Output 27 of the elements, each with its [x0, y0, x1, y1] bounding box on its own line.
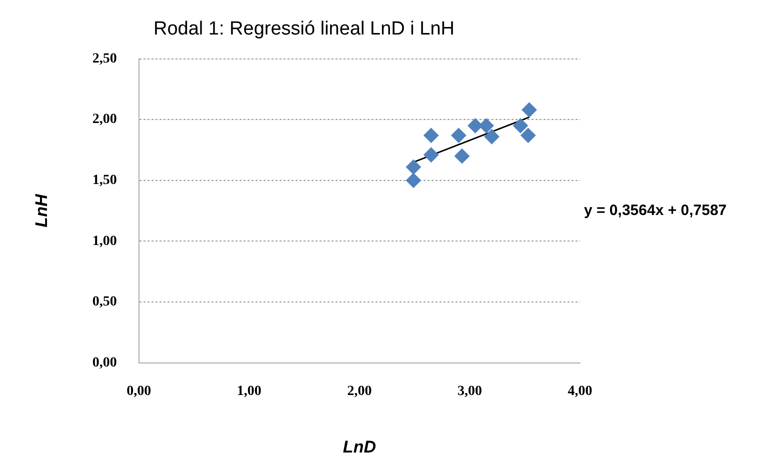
y-tick-label: 2,00: [92, 112, 117, 128]
point: [451, 128, 466, 143]
x-tick-label: 4,00: [568, 384, 592, 399]
point: [520, 128, 536, 143]
x-tick-label: 1,00: [236, 384, 262, 399]
chart-title: Rodal 1: Regressió lineal LnD i LnH: [154, 18, 454, 40]
x-tick-label: 0,00: [126, 384, 152, 399]
y-axis-title: LnH: [32, 194, 51, 228]
point: [484, 129, 500, 144]
text: y = 0,3564x + 0,7587: [584, 202, 727, 219]
y-tick-label: 0,00: [92, 355, 117, 370]
x-tick-label: 3,00: [457, 384, 482, 399]
point: [478, 118, 494, 134]
point: [512, 118, 528, 134]
point: [454, 148, 470, 164]
x-axis-title: LnD: [342, 437, 376, 456]
y-tick-label: 2,50: [92, 51, 117, 66]
point: [468, 118, 483, 134]
x-tick-label: 2,00: [347, 384, 372, 399]
y-tick-label: 1,50: [92, 173, 117, 188]
point: [424, 128, 439, 143]
point: [522, 102, 537, 118]
point: [406, 172, 421, 188]
y-tick-label: 1,00: [92, 234, 117, 249]
y-tick-label: 0,50: [92, 294, 117, 310]
point: [406, 160, 421, 175]
point: [424, 147, 439, 162]
